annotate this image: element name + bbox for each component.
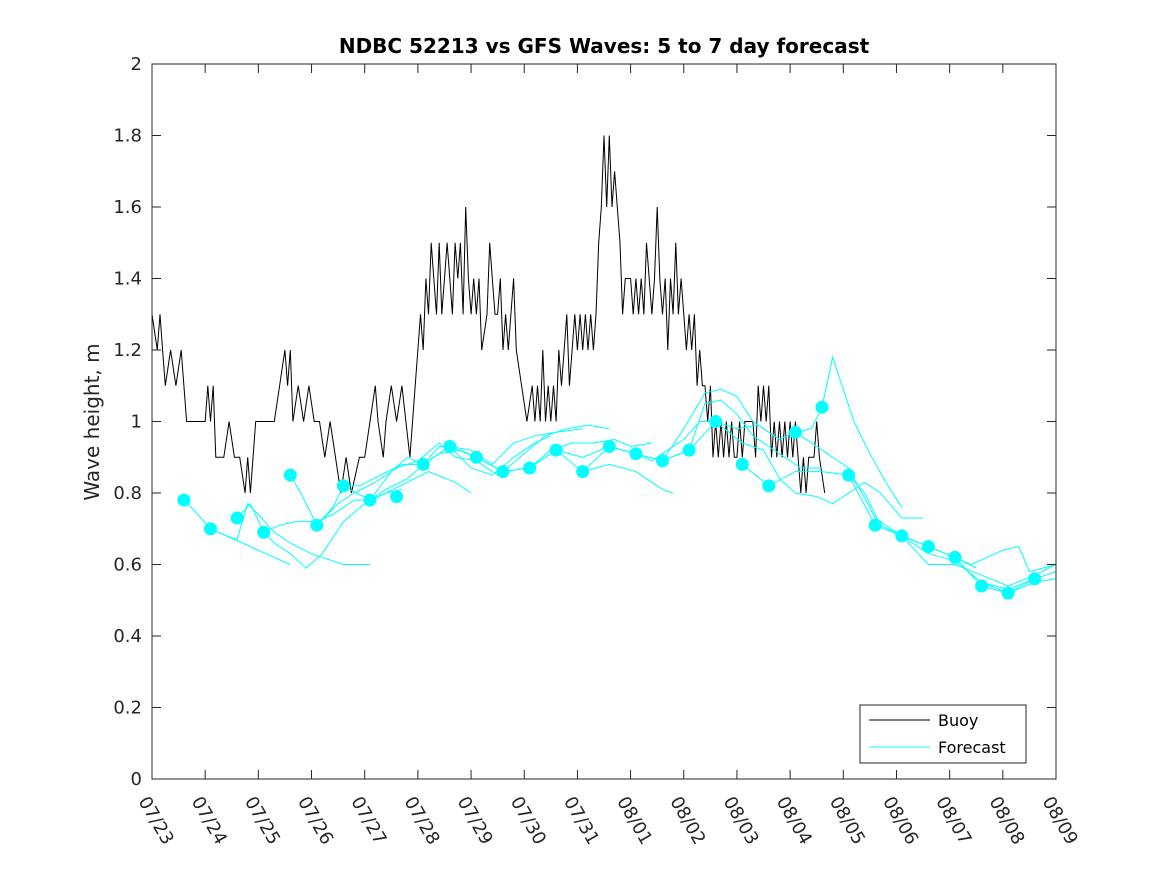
forecast-point: [363, 493, 377, 507]
y-tick-label: 0.6: [113, 555, 142, 576]
forecast-point: [842, 468, 856, 482]
forecast-point: [1001, 586, 1015, 600]
forecast-series-line: [210, 502, 370, 565]
forecast-point: [948, 550, 962, 564]
legend: Buoy Forecast: [859, 704, 1027, 764]
forecast-point: [496, 465, 510, 479]
forecast-point: [230, 511, 244, 525]
forecast-point: [469, 450, 483, 464]
y-tick-label: 1: [131, 412, 142, 433]
y-axis-label: Wave height, m: [80, 343, 104, 500]
forecast-point: [177, 493, 191, 507]
forecast-point: [975, 579, 989, 593]
forecast-point: [788, 425, 802, 439]
chart-title: NDBC 52213 vs GFS Waves: 5 to 7 day fore…: [339, 34, 870, 58]
y-tick-label: 1.6: [113, 197, 142, 218]
forecast-point: [310, 518, 324, 532]
legend-buoy-label: Buoy: [938, 711, 978, 730]
y-tick-label: 0.2: [113, 698, 142, 719]
forecast-point: [283, 468, 297, 482]
forecast-point: [576, 465, 590, 479]
y-tick-label: 0.8: [113, 483, 142, 504]
forecast-point: [257, 525, 271, 539]
legend-box: [859, 704, 1027, 764]
forecast-series-line: [183, 499, 291, 565]
forecast-point: [443, 440, 457, 453]
forecast-point: [204, 522, 217, 536]
forecast-series-line: [795, 431, 1035, 591]
y-tick-label: 1.2: [113, 340, 142, 361]
forecast-point: [682, 443, 696, 457]
forecast-series-line: [263, 471, 472, 533]
forecast-point: [390, 490, 404, 504]
forecast-point: [762, 479, 776, 493]
y-tick-label: 0: [131, 769, 142, 790]
forecast-point: [523, 461, 537, 475]
forecast-point: [921, 540, 935, 554]
forecast-point: [629, 447, 643, 461]
forecast-series-line: [848, 474, 1057, 587]
y-tick-label: 1.4: [113, 269, 142, 290]
forecast-series-line: [981, 578, 1057, 594]
forecast-point: [868, 518, 882, 532]
forecast-point: [416, 457, 430, 471]
buoy-series-line: [151, 135, 826, 494]
forecast-point: [656, 454, 669, 468]
y-tick-label: 0.4: [113, 626, 142, 647]
legend-forecast-label: Forecast: [938, 738, 1006, 757]
forecast-point: [602, 440, 616, 453]
forecast-point: [336, 479, 350, 493]
forecast-point: [895, 529, 909, 543]
forecast-point: [735, 457, 749, 471]
forecast-series-line: [582, 463, 674, 494]
forecast-point: [815, 400, 829, 414]
forecast-series-line: [422, 438, 652, 473]
forecast-series-line: [901, 535, 1057, 573]
y-tick-label: 1.8: [113, 126, 142, 147]
plot-area: [151, 135, 1057, 600]
forecast-point: [549, 443, 563, 457]
forecast-point: [709, 415, 723, 428]
forecast-point: [1028, 572, 1042, 586]
y-tick-label: 2: [131, 54, 142, 75]
